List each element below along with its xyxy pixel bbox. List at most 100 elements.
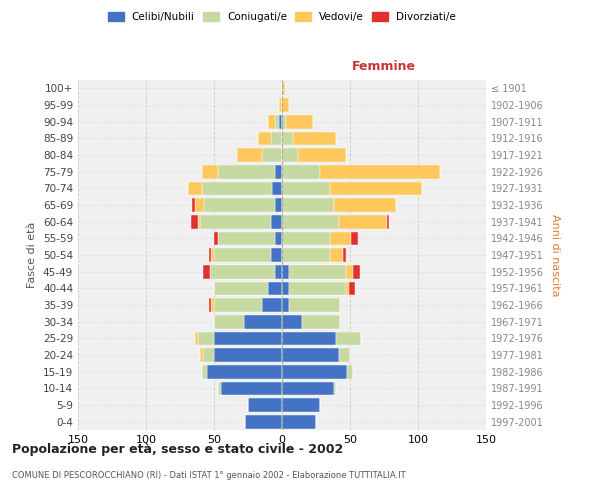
Bar <box>245 415 282 428</box>
Bar <box>221 382 282 395</box>
Bar <box>275 232 282 245</box>
Bar <box>282 315 302 328</box>
Text: COMUNE DI PESCOROCCHIANO (RI) - Dati ISTAT 1° gennaio 2002 - Elaborazione TUTTIT: COMUNE DI PESCOROCCHIANO (RI) - Dati IST… <box>12 470 406 480</box>
Bar <box>218 232 275 245</box>
Bar <box>346 265 353 278</box>
Bar <box>353 265 359 278</box>
Bar <box>272 182 282 195</box>
Bar <box>339 348 350 362</box>
Bar <box>257 132 271 145</box>
Bar <box>282 232 329 245</box>
Bar <box>282 198 334 212</box>
Bar <box>282 332 337 345</box>
Bar <box>271 248 282 262</box>
Bar <box>214 332 282 345</box>
Bar <box>275 165 282 178</box>
Bar <box>275 198 282 212</box>
Bar <box>329 232 352 245</box>
Bar <box>282 182 329 195</box>
Text: Popolazione per età, sesso e stato civile - 2002: Popolazione per età, sesso e stato civil… <box>12 442 343 456</box>
Bar <box>268 282 282 295</box>
Bar <box>209 298 211 312</box>
Bar <box>289 265 346 278</box>
Bar <box>214 298 262 312</box>
Bar <box>282 298 289 312</box>
Bar <box>343 248 346 262</box>
Bar <box>352 232 358 245</box>
Bar <box>275 265 282 278</box>
Bar <box>207 365 282 378</box>
Bar <box>282 265 289 278</box>
Bar <box>248 398 282 412</box>
Bar <box>195 198 205 212</box>
Bar <box>197 332 214 345</box>
Bar <box>282 82 285 95</box>
Bar <box>214 282 268 295</box>
Bar <box>209 248 211 262</box>
Bar <box>202 165 218 178</box>
Bar <box>293 132 337 145</box>
Bar <box>210 265 275 278</box>
Bar <box>339 215 387 228</box>
Bar <box>279 115 282 128</box>
Bar <box>244 315 282 328</box>
Bar <box>282 148 298 162</box>
Bar <box>214 248 271 262</box>
Bar <box>282 365 347 378</box>
Bar <box>282 115 286 128</box>
Bar <box>302 315 340 328</box>
Bar <box>202 365 207 378</box>
Bar <box>218 165 275 178</box>
Bar <box>282 382 334 395</box>
Bar <box>191 215 197 228</box>
Bar <box>282 215 339 228</box>
Bar <box>214 232 218 245</box>
Bar <box>320 165 440 178</box>
Bar <box>282 348 339 362</box>
Bar <box>211 298 214 312</box>
Bar <box>349 282 355 295</box>
Bar <box>346 282 349 295</box>
Bar <box>271 215 282 228</box>
Bar <box>200 348 203 362</box>
Y-axis label: Anni di nascita: Anni di nascita <box>550 214 560 296</box>
Bar <box>211 248 214 262</box>
Bar <box>188 182 202 195</box>
Bar <box>203 348 214 362</box>
Bar <box>271 132 282 145</box>
Bar <box>214 348 282 362</box>
Bar <box>286 115 313 128</box>
Bar <box>197 215 200 228</box>
Bar <box>289 282 346 295</box>
Bar <box>282 132 293 145</box>
Bar <box>347 365 353 378</box>
Bar <box>282 398 320 412</box>
Text: Femmine: Femmine <box>352 60 416 73</box>
Bar <box>282 248 329 262</box>
Bar <box>262 298 282 312</box>
Bar <box>387 215 389 228</box>
Bar <box>202 182 272 195</box>
Bar <box>262 148 282 162</box>
Bar <box>329 248 343 262</box>
Bar <box>237 148 262 162</box>
Bar <box>268 115 275 128</box>
Bar <box>203 265 210 278</box>
Bar <box>205 198 275 212</box>
Bar <box>334 382 337 395</box>
Bar <box>275 115 279 128</box>
Bar <box>282 282 289 295</box>
Bar <box>195 332 197 345</box>
Bar <box>334 198 396 212</box>
Bar <box>337 332 361 345</box>
Bar <box>200 215 271 228</box>
Bar <box>282 98 289 112</box>
Bar <box>218 382 221 395</box>
Bar <box>289 298 340 312</box>
Bar <box>298 148 346 162</box>
Bar <box>282 415 316 428</box>
Bar <box>279 98 282 112</box>
Y-axis label: Fasce di età: Fasce di età <box>28 222 37 288</box>
Legend: Celibi/Nubili, Coniugati/e, Vedovi/e, Divorziati/e: Celibi/Nubili, Coniugati/e, Vedovi/e, Di… <box>104 8 460 26</box>
Bar <box>282 165 320 178</box>
